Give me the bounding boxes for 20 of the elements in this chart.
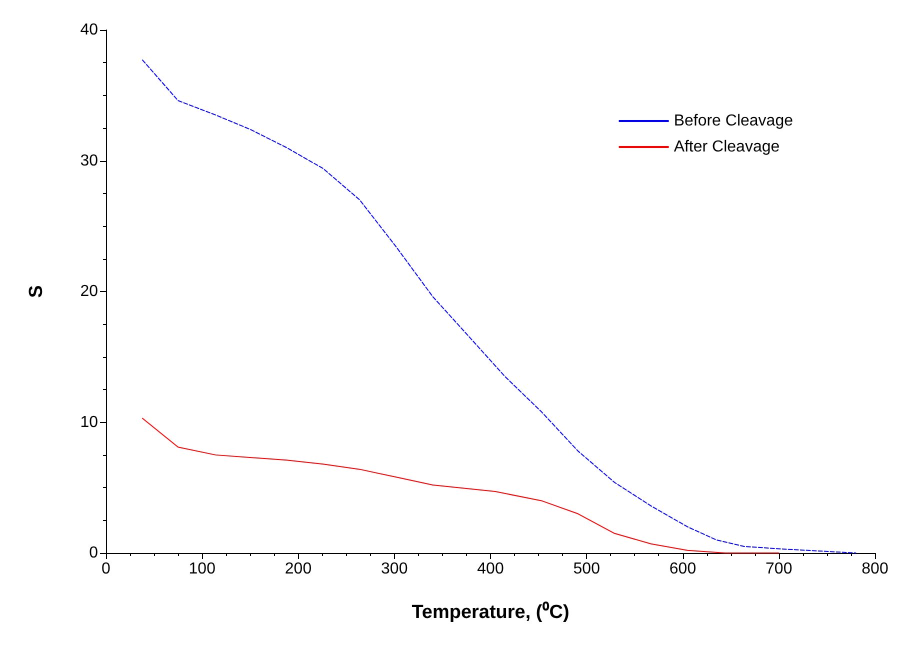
y-tick-label: 30 xyxy=(80,152,98,170)
line-series xyxy=(142,418,780,554)
x-tick-label: 700 xyxy=(766,560,792,578)
legend-label: After Cleavage xyxy=(674,138,780,156)
x-tick-label: 300 xyxy=(381,560,408,578)
legend-label: Before Cleavage xyxy=(674,112,794,130)
x-tick-label: 600 xyxy=(669,560,696,578)
x-tick-label: 400 xyxy=(477,560,504,578)
x-tick-label: 0 xyxy=(102,560,111,578)
y-tick-label: 20 xyxy=(80,283,98,300)
x-tick-label: 200 xyxy=(284,560,312,578)
y-tick-label: 0 xyxy=(89,544,98,562)
y-axis-title: S xyxy=(26,285,47,298)
x-axis-title: Temperature, (⁰C) xyxy=(412,601,570,623)
x-tick-label: 800 xyxy=(862,560,888,578)
line-series xyxy=(142,60,856,554)
y-tick-label: 10 xyxy=(80,414,98,431)
y-tick-label: 40 xyxy=(80,22,98,38)
x-tick-label: 100 xyxy=(188,560,216,578)
x-tick-label: 500 xyxy=(573,560,600,578)
